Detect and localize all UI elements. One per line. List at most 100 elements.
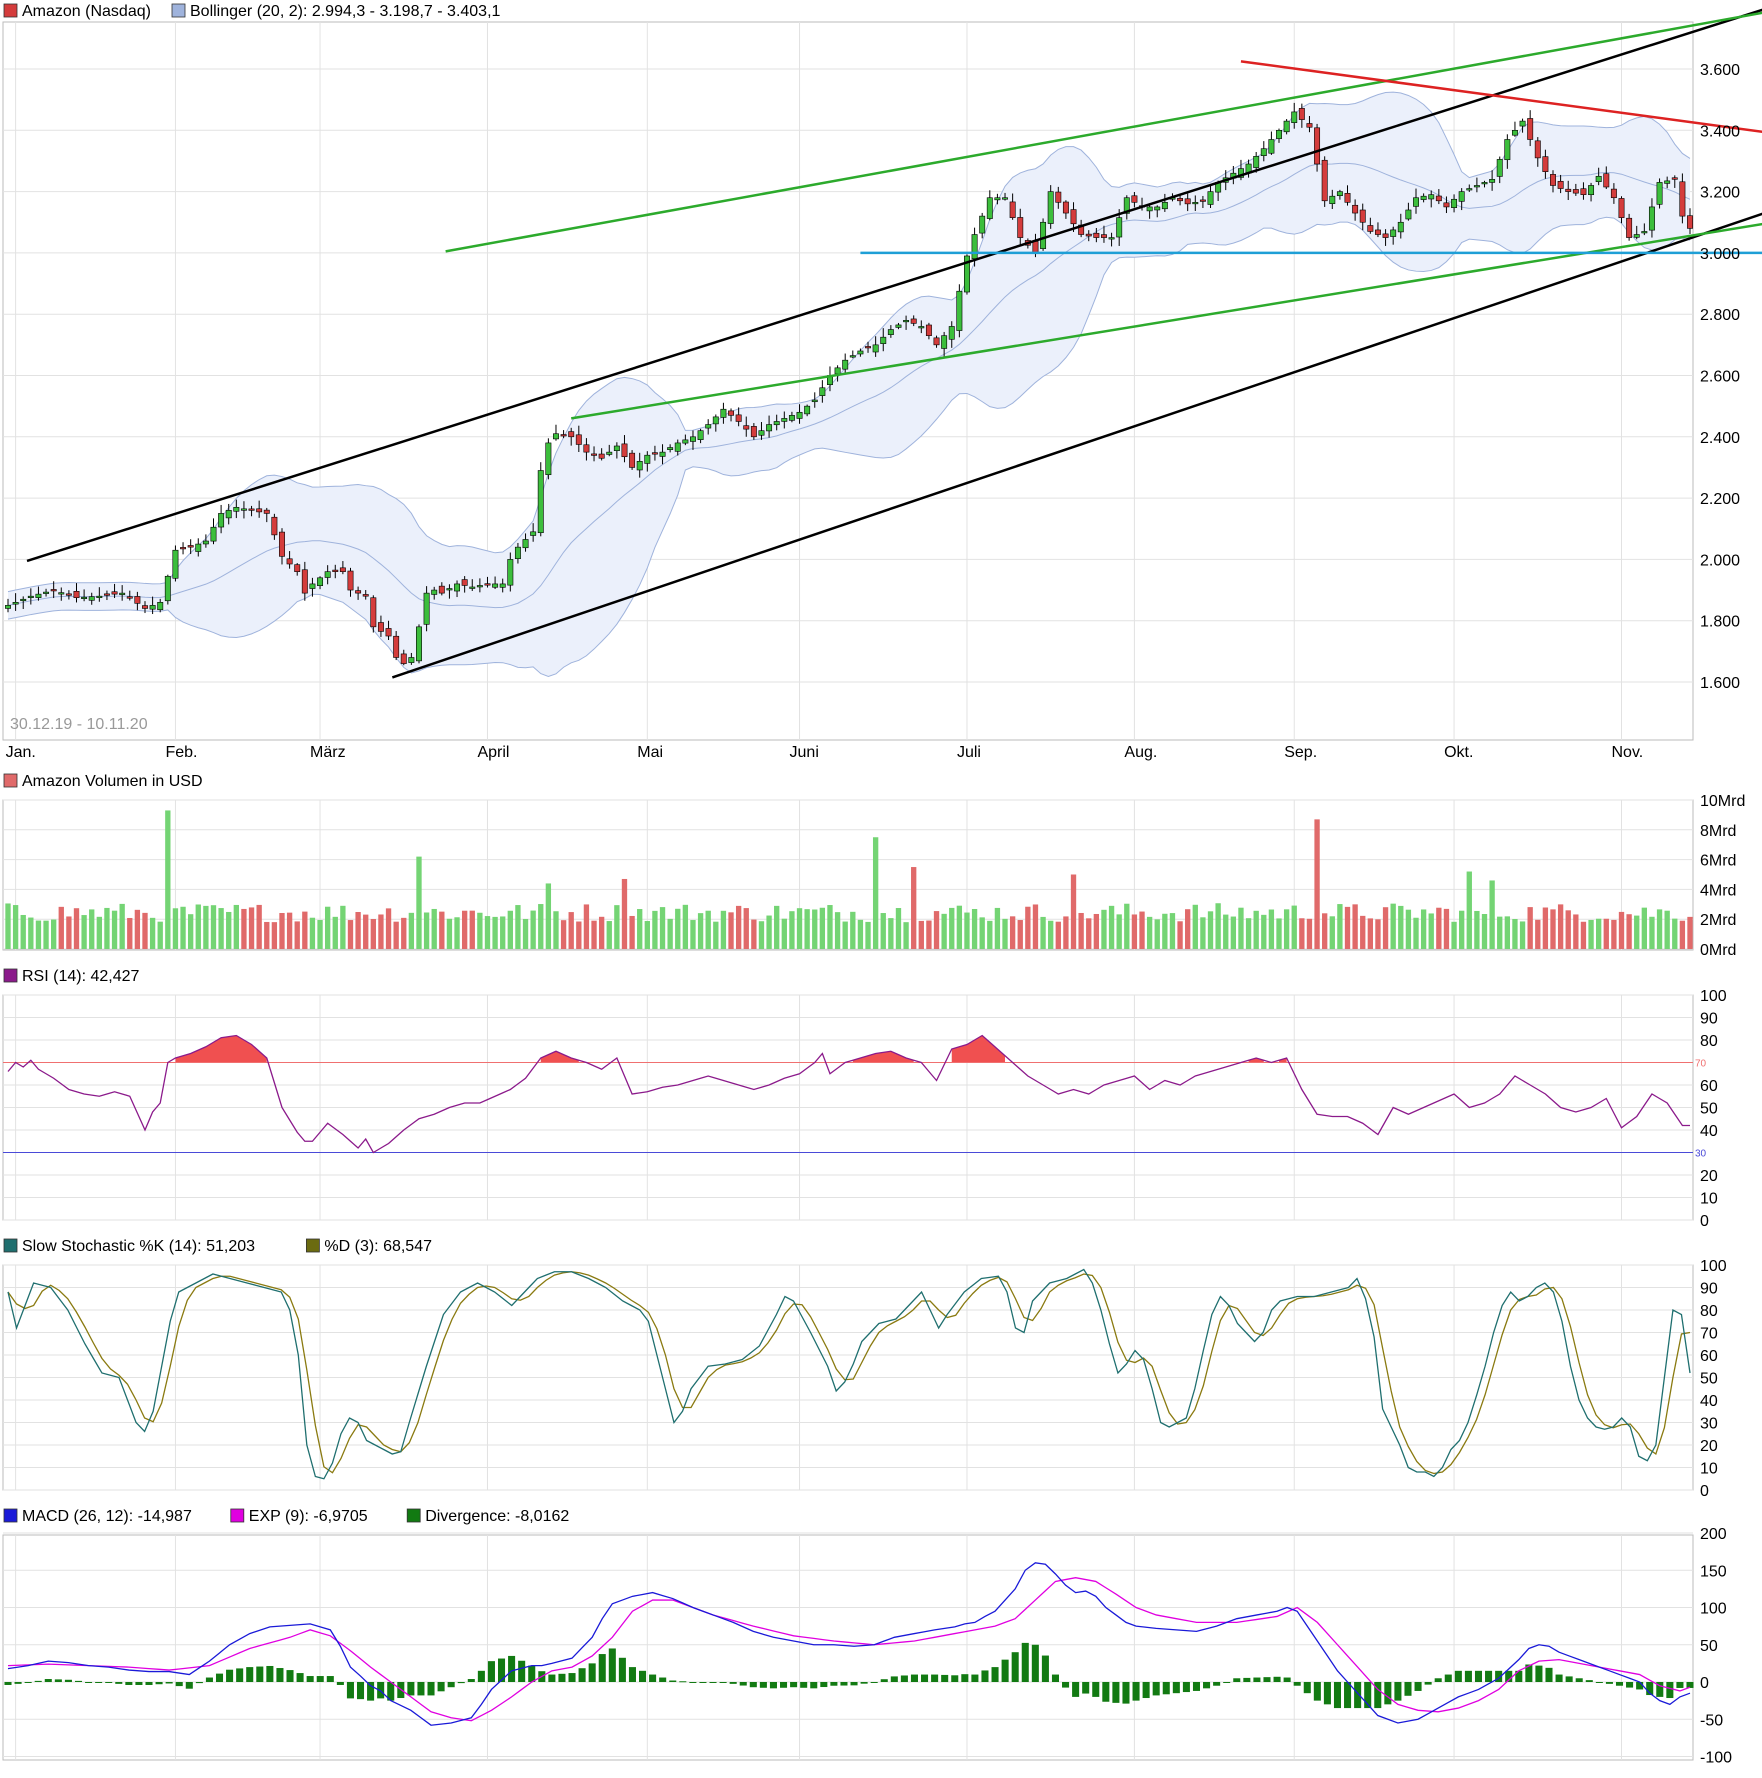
candle [598,448,605,461]
candle-up [804,405,811,415]
volume-bar [340,905,346,949]
volume-bar [545,883,552,949]
divergence-bar [689,1682,697,1683]
divergence-bar [1595,1682,1603,1683]
volume-bar [774,905,780,949]
price-tick-label: 2.800 [1700,307,1740,324]
volume-bar [1207,911,1214,949]
volume-bar [637,909,643,949]
divergence-bar [74,1680,83,1682]
candle-up [834,367,841,375]
candle-up [948,326,955,340]
divergence-bar [659,1677,667,1682]
volume-bar [66,916,72,949]
candle-up [210,526,217,542]
volume-bar [1025,906,1031,949]
volume-bar [401,917,407,949]
volume-bar [1565,910,1571,949]
candle-up [507,559,514,586]
candle [248,505,255,517]
candle-up [225,510,232,519]
candle [994,193,1001,205]
candle [1504,134,1511,169]
divergence-bar [598,1654,606,1682]
candle-down [1534,140,1541,159]
y-tick-label: 10 [1700,1191,1718,1208]
volume-bar [1382,907,1389,949]
candle [218,504,225,534]
divergence-bar [286,1670,294,1682]
divergence-bar [1656,1682,1664,1697]
candle-down [865,346,871,349]
volume-bar [1390,903,1396,949]
divergence-bar [24,1682,32,1683]
divergence-bar [1444,1674,1452,1682]
divergence-bar [810,1682,818,1689]
candle-up [1481,182,1488,185]
candle [1192,195,1199,211]
candle-down [1443,202,1450,208]
volume-bar [302,911,308,949]
divergence-bar [407,1682,415,1696]
volume-bar [454,917,460,949]
volume-bar [644,921,650,949]
candle-down [1131,195,1138,203]
volume-bar [12,905,19,949]
volume-bar [538,904,544,949]
candle-up [96,595,103,598]
volume-bar [1009,916,1016,949]
candle-up [964,255,970,293]
volume-bar [621,878,628,949]
candle [1527,110,1534,147]
volume-bar [949,907,955,949]
candle-up [530,531,537,536]
volume-bar [842,921,848,949]
candle [1093,227,1100,243]
candle-down [575,434,582,445]
divergence-bar [780,1682,788,1688]
volume-bar [226,911,232,949]
divergence-bar [991,1667,999,1682]
y-tick-label: 60 [1700,1078,1718,1095]
candle [294,563,301,576]
divergence-bar [326,1676,334,1682]
candle [50,581,57,599]
legend-swatch [3,1508,18,1523]
candle-down [1550,174,1556,186]
candle [804,404,811,417]
candle [377,615,384,637]
candle [1055,186,1062,209]
price-tick-label: 3.600 [1700,62,1740,79]
candle [1184,193,1191,212]
volume-bar [332,916,338,949]
candle [553,424,559,441]
candle [35,586,42,601]
divergence-bar [1424,1682,1432,1685]
candle-up [88,596,95,601]
candle [591,446,597,462]
volume-grid [3,799,1693,950]
candle [1588,182,1595,202]
candle [1458,188,1465,211]
volume-bar [431,908,437,949]
divergence-bar [367,1682,375,1701]
candle [454,580,461,598]
candle-down [134,596,141,604]
volume-bar [408,912,415,949]
candle-down [1070,209,1077,225]
volume-bar [1268,909,1275,949]
volume-bar [850,911,856,949]
candle [880,328,887,352]
divergence-bar [477,1670,485,1682]
volume-bar [1032,904,1039,949]
candle [1047,185,1054,229]
volume-bar [1063,916,1069,949]
volume-bar [363,914,369,949]
divergence-bar [417,1682,425,1696]
candle-up [431,589,438,595]
divergence-bar [1021,1642,1029,1682]
candle [339,561,346,575]
volume-bar [1420,909,1427,949]
candle-up [1291,111,1298,123]
